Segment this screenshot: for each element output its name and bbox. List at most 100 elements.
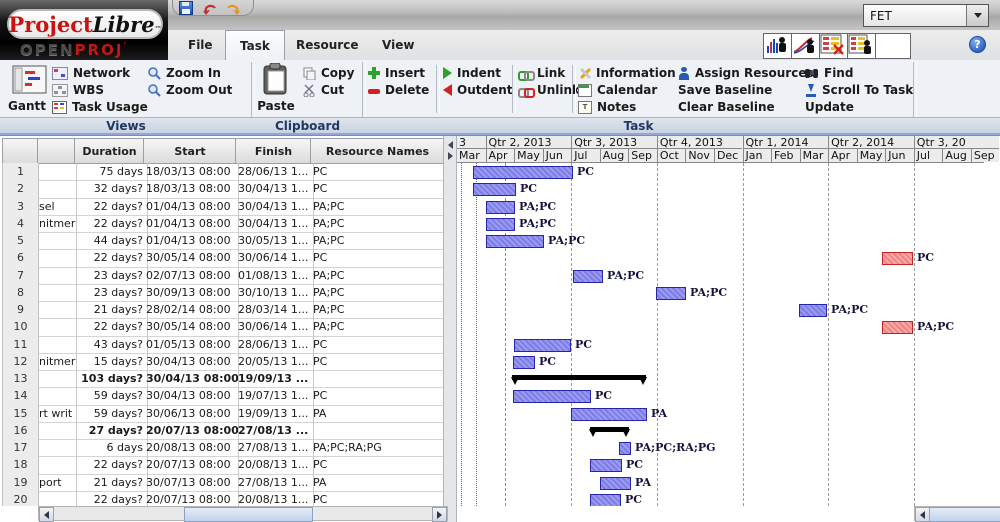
column-header-duration[interactable]: Duration — [74, 138, 145, 164]
task-bar[interactable] — [473, 166, 573, 179]
duration-cell[interactable]: 22 days? — [74, 249, 148, 268]
start-cell[interactable]: 30/09/13 08:00 — [143, 283, 239, 302]
duration-cell[interactable]: 44 days? — [74, 232, 148, 251]
task-usage-button[interactable]: Task Usage — [52, 99, 148, 115]
task-bar[interactable] — [571, 407, 647, 421]
horizontal-scroll-thumb[interactable] — [184, 507, 313, 522]
table-row[interactable]: 3 sel 22 days? 01/04/13 08:00 30/04/13 1... P… — [0, 197, 443, 216]
resources-cell[interactable]: PC — [310, 336, 443, 354]
table-row[interactable]: 4 nitmer 22 days? 01/04/13 08:00 30/04/13 1.… — [0, 214, 443, 233]
collapse-right-icon[interactable] — [448, 152, 453, 160]
table-row[interactable]: 9 21 days? 28/02/14 08:00 28/03/14 1... PA;P… — [0, 301, 443, 320]
duration-cell[interactable]: 23 days? — [74, 266, 148, 285]
start-cell[interactable]: 20/07/13 08:00 — [143, 456, 239, 475]
start-cell[interactable]: 02/07/13 08:00 — [143, 266, 239, 285]
resources-cell[interactable]: PA;PC — [310, 198, 443, 216]
tab-view[interactable]: View — [382, 37, 415, 52]
task-name-cell[interactable]: nitmer — [37, 214, 77, 233]
start-cell[interactable]: 30/04/13 08:00 — [143, 370, 239, 389]
copy-button[interactable]: Copy — [303, 65, 354, 81]
chart-view-icon[interactable] — [791, 33, 820, 59]
scroll-left-button[interactable] — [915, 507, 930, 522]
paste-button[interactable]: Paste — [257, 99, 295, 113]
task-bar[interactable] — [619, 442, 631, 455]
duration-cell[interactable]: 27 days? — [74, 421, 148, 440]
view-selector-combobox[interactable]: FET — [863, 4, 989, 27]
duration-cell[interactable]: 32 days? — [74, 180, 148, 199]
task-bar[interactable] — [799, 304, 827, 317]
finish-cell[interactable]: 30/04/13 1... — [235, 214, 314, 233]
resources-cell[interactable]: PC — [310, 353, 443, 371]
start-cell[interactable]: 01/05/13 08:00 — [143, 335, 239, 354]
row-number-cell[interactable]: 5 — [2, 232, 39, 251]
finish-cell[interactable]: 20/08/13 1... — [235, 490, 314, 506]
row-number-cell[interactable]: 8 — [2, 283, 39, 302]
duration-cell[interactable]: 22 days? — [74, 490, 148, 506]
table-horizontal-scrollbar[interactable] — [38, 506, 448, 522]
row-number-cell[interactable]: 17 — [2, 439, 39, 458]
duration-cell[interactable]: 15 days? — [74, 352, 148, 371]
table-row[interactable]: 14 59 days? 30/04/13 08:00 19/07/13 1... PC — [0, 387, 443, 406]
zoom-in-button[interactable]: Zoom In — [148, 65, 221, 81]
start-cell[interactable]: 01/04/13 08:00 — [143, 232, 239, 251]
delete-button[interactable]: Delete — [368, 82, 429, 98]
duration-cell[interactable]: 22 days? — [74, 318, 148, 337]
insert-button[interactable]: Insert — [368, 65, 425, 81]
task-bar[interactable] — [486, 200, 515, 214]
row-number-cell[interactable]: 14 — [2, 387, 39, 406]
task-bar[interactable] — [656, 286, 686, 300]
view-selector-dropdown-button[interactable] — [966, 5, 988, 26]
duration-cell[interactable]: 22 days? — [74, 456, 148, 475]
finish-cell[interactable]: 30/06/14 1... — [235, 249, 314, 268]
row-number-cell[interactable]: 4 — [2, 214, 39, 233]
task-name-cell[interactable] — [37, 490, 77, 506]
finish-cell[interactable]: 20/05/13 1... — [235, 352, 314, 371]
row-number-cell[interactable]: 13 — [2, 370, 39, 389]
task-name-cell[interactable] — [37, 370, 77, 389]
table-row[interactable]: 1 75 days 18/03/13 08:00 28/06/13 1... PC — [0, 163, 443, 182]
start-cell[interactable]: 30/05/14 08:00 — [143, 318, 239, 337]
assign-resources-button[interactable]: Assign Resources — [678, 65, 814, 81]
outdent-button[interactable]: Outdent — [443, 82, 513, 98]
table-row[interactable]: 2 32 days? 18/03/13 08:00 30/04/13 1... PC — [0, 180, 443, 199]
undo-icon[interactable] — [202, 2, 217, 15]
table-row[interactable]: 7 23 days? 02/07/13 08:00 01/08/13 1... PA;P… — [0, 266, 443, 285]
clear-baseline-button[interactable]: Clear Baseline — [678, 100, 775, 114]
task-name-cell[interactable]: nitmer — [37, 352, 77, 371]
finish-cell[interactable]: 27/08/13 1... — [235, 439, 314, 458]
split-pane-divider[interactable] — [443, 136, 457, 522]
duration-cell[interactable]: 23 days? — [74, 283, 148, 302]
task-bar[interactable] — [473, 183, 516, 197]
duration-cell[interactable]: 22 days? — [74, 197, 148, 216]
finish-cell[interactable]: 28/03/14 1... — [235, 301, 314, 320]
task-bar[interactable] — [882, 321, 913, 335]
start-cell[interactable]: 20/07/13 08:00 — [143, 421, 239, 440]
gantt-horizontal-scrollbar[interactable] — [914, 506, 1000, 522]
row-number-cell[interactable]: 20 — [2, 490, 39, 506]
task-name-cell[interactable]: rt writ — [37, 404, 77, 423]
task-name-cell[interactable] — [37, 439, 77, 458]
column-header-start[interactable]: Start — [143, 138, 237, 164]
table-row[interactable]: 15 rt writ 59 days? 30/06/13 08:00 19/09/13 … — [0, 404, 443, 423]
duration-cell[interactable]: 59 days? — [74, 387, 148, 406]
finish-cell[interactable]: 30/04/13 1... — [235, 197, 314, 216]
row-number-cell[interactable]: 15 — [2, 404, 39, 423]
finish-cell[interactable]: 28/06/13 1... — [235, 335, 314, 354]
row-number-cell[interactable]: 18 — [2, 456, 39, 475]
row-number-cell[interactable]: 19 — [2, 473, 39, 492]
task-name-cell[interactable] — [37, 232, 77, 251]
task-name-cell[interactable] — [37, 283, 77, 302]
zoom-out-button[interactable]: Zoom Out — [148, 82, 232, 98]
resources-cell[interactable]: PA;PC — [310, 232, 443, 251]
redo-icon[interactable] — [226, 2, 241, 15]
summary-task-bar[interactable] — [511, 375, 647, 385]
resources-cell[interactable]: PA;PC — [310, 267, 443, 285]
row-number-cell[interactable]: 1 — [2, 163, 39, 182]
save-icon[interactable] — [179, 1, 193, 15]
tab-task[interactable]: Task — [225, 30, 285, 60]
start-cell[interactable]: 30/07/13 08:00 — [143, 473, 239, 492]
task-bar[interactable] — [882, 252, 913, 266]
table-remove-view-icon[interactable] — [819, 33, 848, 59]
resources-cell[interactable]: PA;PC — [310, 284, 443, 302]
finish-cell[interactable]: 19/07/13 1... — [235, 387, 314, 406]
